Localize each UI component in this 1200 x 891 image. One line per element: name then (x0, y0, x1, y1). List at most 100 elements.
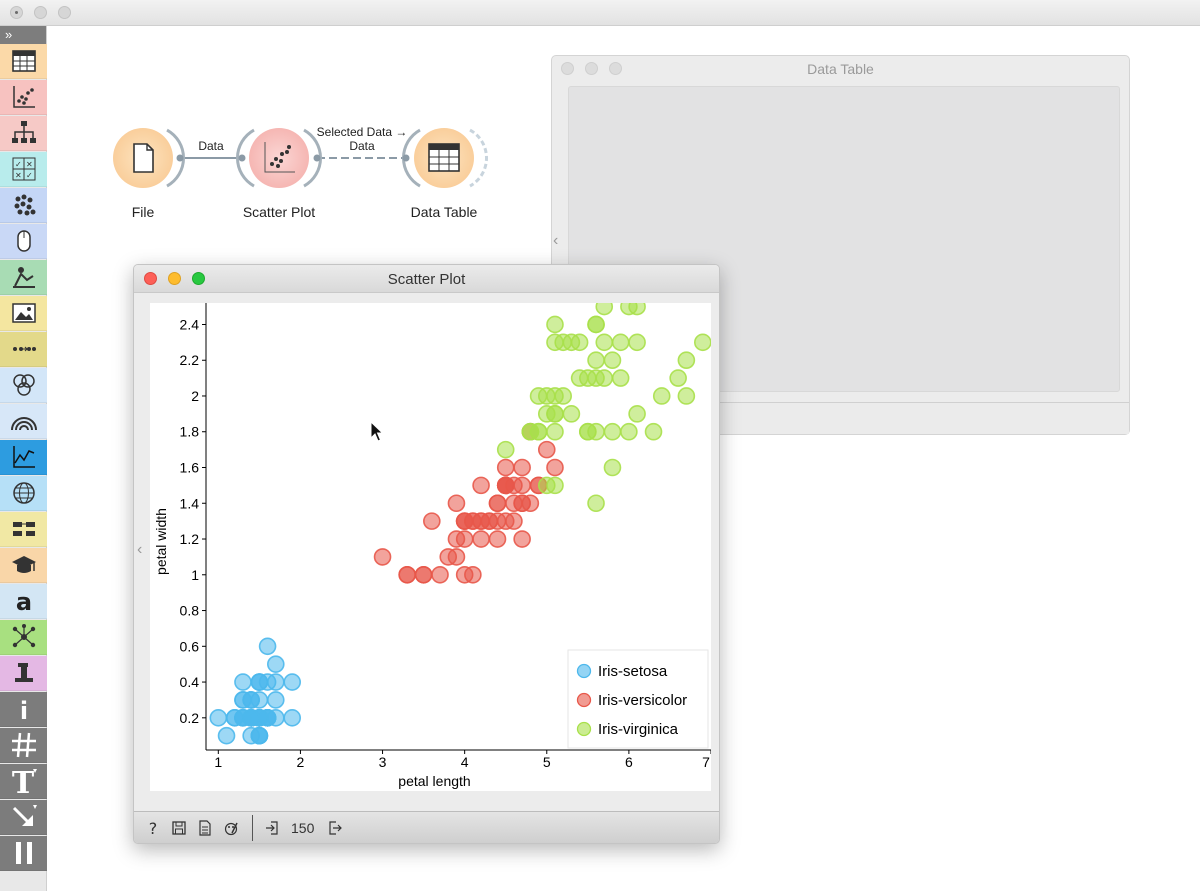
toolbox-arrow-annotation-icon[interactable] (0, 800, 47, 835)
toolbox-text-mining-icon[interactable]: a (0, 584, 47, 619)
scatter-plot-window: Scatter Plot ‹ 1 2 3 4 5 6 7 0.2 0.4 0.6 0.8 1 1.2 1.… (133, 264, 720, 844)
data-point (693, 333, 712, 352)
input-data-count: 150 (291, 819, 315, 836)
data-point (611, 333, 630, 352)
visual-settings-icon[interactable] (224, 820, 238, 836)
toolbox-visualize-icon[interactable] (0, 80, 47, 115)
scatter-minimize-button[interactable] (168, 272, 181, 285)
svg-text:?: ? (149, 820, 158, 836)
data-point (603, 351, 622, 370)
x-tick-label: 1 (214, 754, 222, 770)
table-icon (428, 143, 460, 172)
toolbox-education-icon[interactable] (0, 548, 47, 583)
y-tick-label: 1.6 (180, 459, 200, 475)
svg-text:a: a (15, 588, 31, 616)
data-point (579, 422, 597, 441)
file-node[interactable] (113, 128, 173, 188)
scatter-input-ring (236, 128, 255, 188)
data-point (628, 405, 646, 423)
data-point (546, 458, 564, 477)
toolbox-network-icon[interactable] (0, 620, 47, 655)
toolbox-pause-icon[interactable] (0, 836, 47, 871)
toolbox-text-annotation-icon[interactable]: T (0, 764, 47, 799)
data-point (595, 297, 614, 316)
data-table-node[interactable] (414, 128, 474, 188)
data-table-node-label: Data Table (410, 204, 478, 220)
data-point (521, 422, 540, 441)
mouse-cursor-icon (370, 421, 384, 442)
scatter-plot-node[interactable] (249, 128, 309, 188)
data-point (464, 565, 482, 584)
toolbox-linechart-icon[interactable] (0, 440, 47, 475)
toolbox-mouse-icon[interactable] (0, 224, 47, 259)
x-tick-label: 5 (543, 754, 551, 770)
expand-toolbox-icon[interactable]: » (0, 26, 46, 44)
toolbox-data-icon[interactable] (0, 44, 47, 79)
scatter-plot-icon (264, 142, 295, 173)
help-icon[interactable]: ? (146, 820, 160, 836)
data-point (464, 512, 482, 530)
save-icon[interactable] (172, 820, 186, 836)
close-button[interactable] (10, 6, 23, 19)
data-point (496, 458, 515, 477)
data-point (595, 333, 614, 352)
scatter-close-button[interactable] (144, 272, 157, 285)
data-point (423, 512, 441, 530)
data-point (620, 422, 638, 441)
data-point (603, 422, 622, 441)
data-point (611, 369, 630, 387)
data-point (603, 458, 622, 477)
scatter-plot-node-label: Scatter Plot (242, 204, 316, 220)
data-point (562, 405, 581, 423)
data-point (217, 726, 236, 745)
toolbox-bioinformatics-icon[interactable] (0, 368, 47, 403)
toolbox-timeseries-icon[interactable] (0, 332, 47, 367)
data-table-zoom-button[interactable] (609, 62, 622, 75)
legend-box (567, 649, 709, 749)
scatter-collapse-icon[interactable]: ‹ (137, 541, 143, 558)
toolbox-geo-icon[interactable] (0, 476, 47, 511)
data-point (652, 387, 671, 405)
data-point (587, 351, 605, 370)
x-tick-label: 7 (702, 754, 710, 770)
y-tick-label: 0.6 (180, 638, 200, 654)
toolbox-unsupervised-icon[interactable] (0, 188, 47, 223)
toolbox-image-icon[interactable] (0, 296, 47, 331)
data-point (537, 405, 556, 423)
minimize-button[interactable] (34, 6, 47, 19)
link-label-line1: Selected Data → (316, 125, 408, 139)
toolbox-info-icon[interactable]: i (0, 692, 47, 727)
toolbox-model-icon[interactable] (0, 116, 47, 151)
data-point (250, 726, 269, 745)
data-point (587, 315, 605, 334)
y-tick-label: 1.8 (180, 424, 200, 440)
toolbox-evaluate-icon[interactable]: ✓ ✕ ✕ ✓ (0, 152, 47, 187)
scatter-chart[interactable]: 1 2 3 4 5 6 7 0.2 0.4 0.6 0.8 1 1.2 1.4 1.6 1.8 2 2.2 2.4 p… (150, 297, 712, 791)
report-icon[interactable] (198, 819, 212, 836)
y-tick-label: 0.2 (180, 710, 200, 726)
toolbox-grid-icon[interactable] (0, 728, 47, 763)
legend-marker (576, 692, 592, 708)
svg-text:✓: ✓ (26, 171, 33, 180)
svg-text:T: T (11, 766, 34, 796)
scatter-zoom-button[interactable] (192, 272, 205, 285)
x-axis-label: petal length (398, 773, 470, 789)
data-table-titlebar: Data Table (552, 56, 1129, 82)
link-label-selected-data: Selected Data → Data (308, 125, 416, 153)
data-point (554, 387, 572, 405)
scatter-plot-area[interactable]: 1 2 3 4 5 6 7 0.2 0.4 0.6 0.8 1 1.2 1.4 1.6 1.8 2 2.2 2.4 p… (150, 297, 712, 791)
data-point (587, 494, 605, 513)
data-table-close-button[interactable] (561, 62, 574, 75)
link-label-line2: Data (349, 139, 375, 153)
toolbox-educational-icon[interactable] (0, 260, 47, 295)
toolbox-prototypes-icon[interactable] (0, 656, 47, 691)
toolbox-associate-icon[interactable] (0, 512, 47, 547)
toolbox-spectroscopy-icon[interactable] (0, 404, 47, 439)
data-table-collapse-icon[interactable]: ‹ (553, 232, 559, 249)
zoom-button[interactable] (58, 6, 71, 19)
legend-label: Iris-setosa (598, 663, 668, 680)
data-table-minimize-button[interactable] (585, 62, 598, 75)
y-tick-label: 0.4 (180, 674, 200, 690)
input-data-icon (265, 820, 279, 836)
data-table-title: Data Table (807, 61, 874, 77)
